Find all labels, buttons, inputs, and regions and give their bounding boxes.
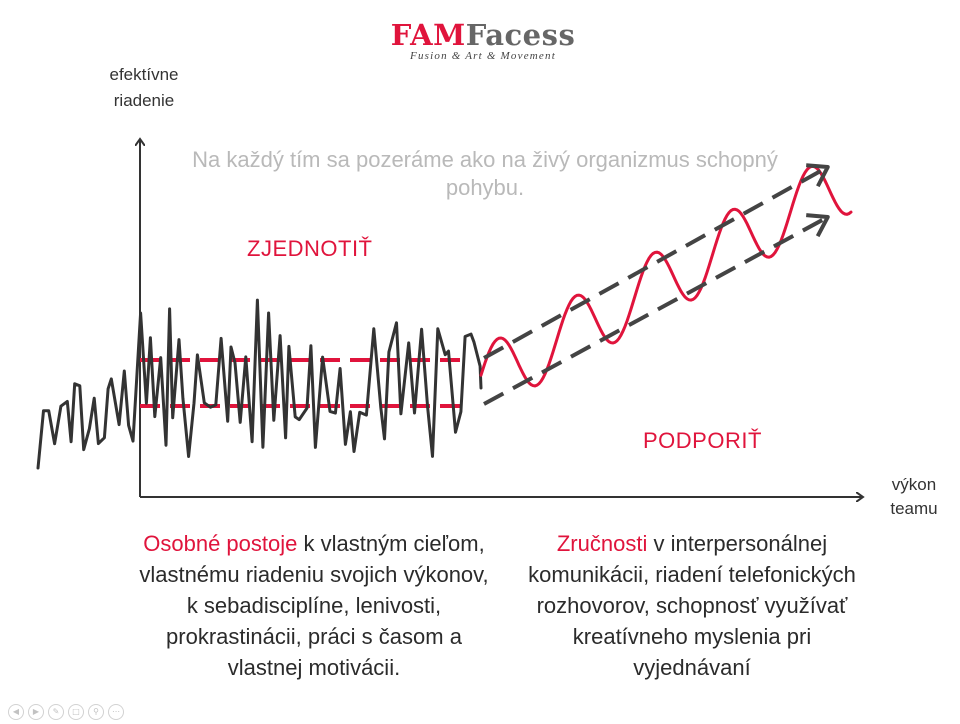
x-axis-label: výkon teamu <box>890 475 938 518</box>
copy-icon[interactable]: □ <box>68 704 84 720</box>
zone-label-unify: ZJEDNOTIŤ <box>247 236 373 261</box>
diagram-caption: Na každý tím sa pozeráme ako na živý org… <box>192 147 778 200</box>
zoom-icon[interactable]: ⚲ <box>88 704 104 720</box>
attitudes-highlight: Osobné postoje <box>143 531 298 556</box>
y-axis-label: efektívne riadenie <box>109 65 179 110</box>
pen-icon[interactable]: ✎ <box>48 704 64 720</box>
noisy-performance-line <box>36 298 483 470</box>
back-icon[interactable]: ◀ <box>8 704 24 720</box>
skills-body: v interpersonálnej komunikácii, riadení … <box>528 531 856 680</box>
slide-toolbar: ◀ ▶ ✎ □ ⚲ ⋯ <box>8 704 124 720</box>
attitudes-body: k vlastným cieľom, vlastnému riadeniu sv… <box>139 531 489 680</box>
forward-icon[interactable]: ▶ <box>28 704 44 720</box>
logo-wordmark: FAMFacess <box>390 18 576 52</box>
logo-tagline: Fusion & Art & Movement <box>410 50 556 62</box>
logo: FAMFacess Fusion & Art & Movement <box>388 18 578 62</box>
more-icon[interactable]: ⋯ <box>108 704 124 720</box>
skills-highlight: Zručnosti <box>556 531 648 556</box>
skills-text: Zručnosti v interpersonálnej komunikácii… <box>512 528 872 683</box>
growth-wave-line <box>479 164 853 388</box>
zone-label-support: PODPORIŤ <box>643 428 762 453</box>
lower-trend-arrow <box>483 213 830 406</box>
attitudes-text: Osobné postoje k vlastným cieľom, vlastn… <box>138 528 490 683</box>
